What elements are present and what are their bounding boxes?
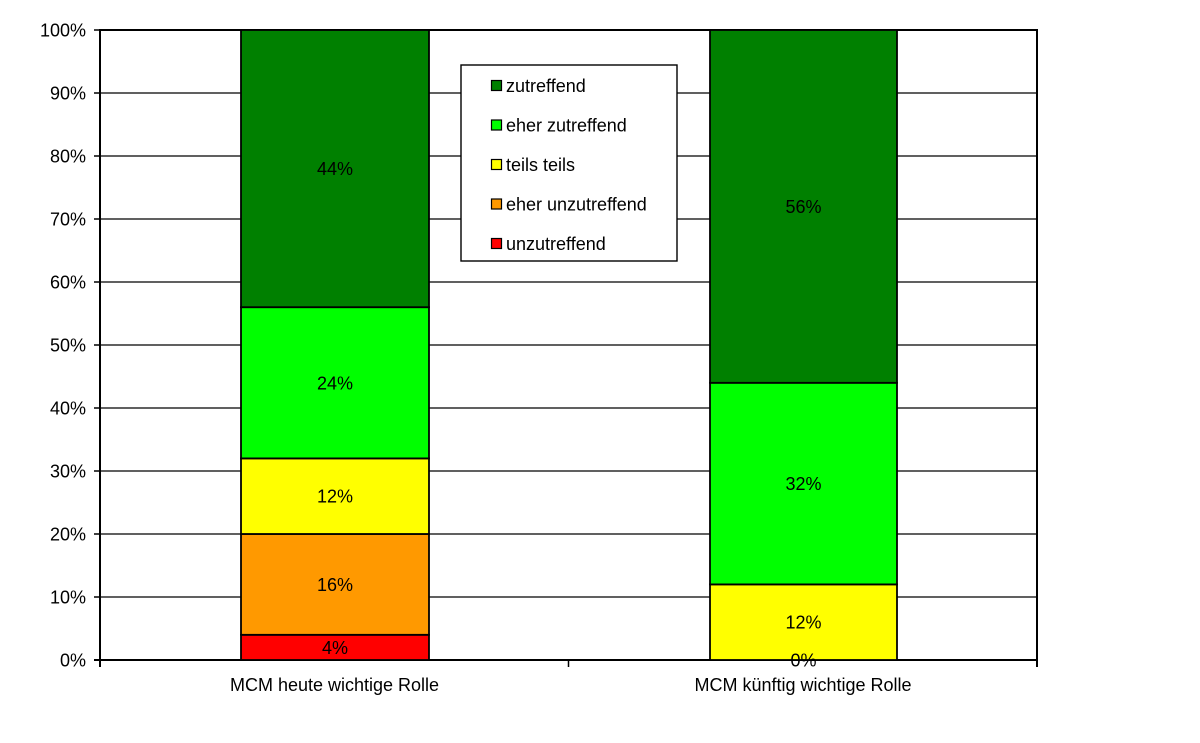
svg-text:60%: 60% xyxy=(50,273,86,293)
svg-text:30%: 30% xyxy=(50,462,86,482)
svg-text:12%: 12% xyxy=(785,613,821,633)
svg-text:0%: 0% xyxy=(60,651,86,671)
svg-text:20%: 20% xyxy=(50,525,86,545)
svg-text:24%: 24% xyxy=(317,373,353,393)
svg-text:4%: 4% xyxy=(322,638,348,658)
svg-text:MCM heute wichtige Rolle: MCM heute wichtige Rolle xyxy=(230,675,439,695)
svg-text:unzutreffend: unzutreffend xyxy=(506,234,606,254)
svg-text:32%: 32% xyxy=(785,474,821,494)
svg-text:zutreffend: zutreffend xyxy=(506,76,586,96)
svg-text:44%: 44% xyxy=(317,159,353,179)
svg-text:eher zutreffend: eher zutreffend xyxy=(506,116,627,136)
svg-text:100%: 100% xyxy=(40,21,86,41)
svg-text:teils teils: teils teils xyxy=(506,155,575,175)
svg-text:eher unzutreffend: eher unzutreffend xyxy=(506,195,647,215)
svg-text:16%: 16% xyxy=(317,575,353,595)
svg-text:12%: 12% xyxy=(317,487,353,507)
svg-text:56%: 56% xyxy=(785,197,821,217)
svg-text:40%: 40% xyxy=(50,399,86,419)
svg-text:70%: 70% xyxy=(50,210,86,230)
svg-text:80%: 80% xyxy=(50,147,86,167)
svg-text:90%: 90% xyxy=(50,84,86,104)
svg-text:0%: 0% xyxy=(790,651,816,671)
svg-text:10%: 10% xyxy=(50,588,86,608)
svg-text:MCM künftig wichtige Rolle: MCM künftig wichtige Rolle xyxy=(694,675,911,695)
svg-text:50%: 50% xyxy=(50,336,86,356)
